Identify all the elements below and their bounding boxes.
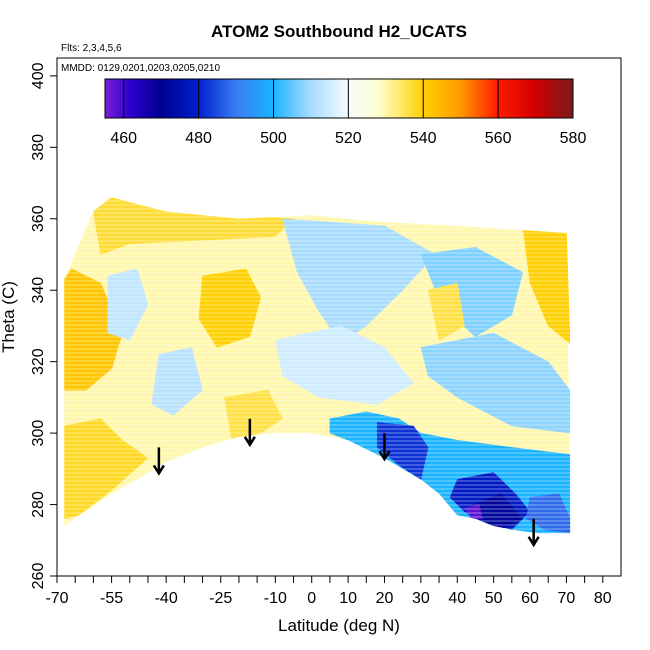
y-tick-label: 400 xyxy=(30,62,47,89)
y-tick-label: 380 xyxy=(30,134,47,161)
x-tick-label: 0 xyxy=(307,590,316,607)
colorbar-tick-label: 480 xyxy=(185,130,212,147)
down-arrow-icon xyxy=(378,433,391,462)
x-tick-label: -40 xyxy=(155,590,178,607)
colorbar-ticks: 460 480 500 520 540 560 580 xyxy=(110,79,586,147)
down-arrow-icon xyxy=(527,518,540,548)
y-tick-label: 340 xyxy=(30,277,47,304)
colorbar xyxy=(104,78,574,119)
y-axis-title: Theta (C) xyxy=(0,281,18,353)
x-tick-label: 10 xyxy=(339,590,357,607)
y-tick-label: 280 xyxy=(30,491,47,518)
x-tick-label: 70 xyxy=(558,590,576,607)
plot-frame xyxy=(56,57,622,577)
x-tick-label: -55 xyxy=(100,590,123,607)
y-tick-label: 300 xyxy=(30,420,47,447)
chart-title: ATOM2 Southbound H2_UCATS xyxy=(211,22,467,41)
down-arrow-icon xyxy=(243,418,256,448)
colorbar-tick-label: 460 xyxy=(110,130,137,147)
colorbar-tick-label: 540 xyxy=(410,130,437,147)
x-tick-label: 40 xyxy=(448,590,466,607)
y-tick-label: 320 xyxy=(30,348,47,375)
x-tick-label: -25 xyxy=(209,590,232,607)
x-tick-label: 20 xyxy=(376,590,394,607)
subtitle-dates: MMDD: 0129,0201,0203,0205,0210 xyxy=(61,63,220,74)
x-tick-label: -70 xyxy=(45,590,68,607)
x-tick-label: 30 xyxy=(412,590,430,607)
y-tick-label: 360 xyxy=(30,205,47,232)
colorbar-tick-label: 520 xyxy=(335,130,362,147)
x-tick-label: 80 xyxy=(594,590,612,607)
x-axis: -70 -55 -40 -25 -10 0 10 20 30 40 50 60 70 80 xyxy=(45,576,612,607)
colorbar-tick-label: 500 xyxy=(260,130,287,147)
x-tick-label: -10 xyxy=(264,590,287,607)
colorbar-tick-label: 560 xyxy=(485,130,512,147)
y-axis: 260 280 300 320 340 360 380 400 xyxy=(30,62,57,589)
x-tick-label: 60 xyxy=(521,590,539,607)
subtitle-flights: Flts: 2,3,4,5,6 xyxy=(61,43,122,54)
down-arrow-icon xyxy=(152,447,165,476)
colorbar-tick-label: 580 xyxy=(560,130,587,147)
x-axis-title: Latitude (deg N) xyxy=(278,616,400,635)
arrow-markers xyxy=(152,418,540,548)
x-tick-label: 50 xyxy=(485,590,503,607)
y-tick-label: 260 xyxy=(30,563,47,590)
